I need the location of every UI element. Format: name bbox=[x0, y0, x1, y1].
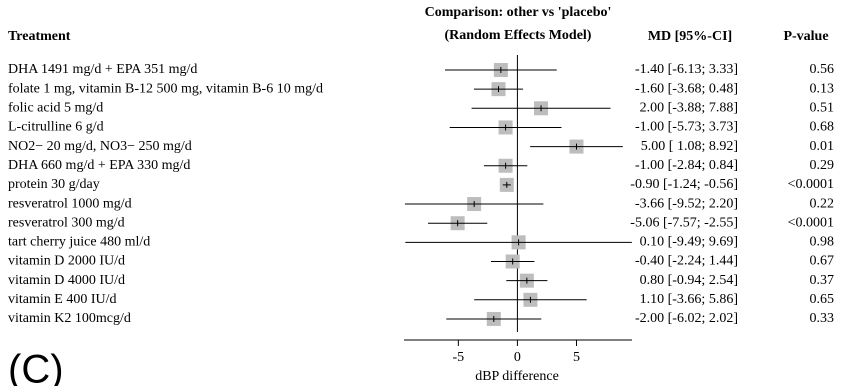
treatment-label: tart cherry juice 480 ml/d bbox=[8, 235, 150, 250]
treatment-label: protein 30 g/day bbox=[8, 177, 100, 192]
x-axis-label: dBP difference bbox=[475, 369, 559, 384]
md-ci-label: 5.00 [ 1.08; 8.92] bbox=[641, 139, 738, 154]
x-tick-label: -5 bbox=[453, 350, 465, 365]
treatment-label: folate 1 mg, vitamin B-12 500 mg, vitami… bbox=[8, 81, 323, 96]
column-header: P-value bbox=[783, 29, 828, 44]
md-ci-label: -1.60 [-3.68; 0.48] bbox=[635, 81, 738, 96]
p-value: 0.13 bbox=[810, 81, 835, 96]
p-value: 0.37 bbox=[810, 273, 835, 288]
treatment-label: resveratrol 300 mg/d bbox=[8, 215, 125, 230]
treatment-label: NO2− 20 mg/d, NO3− 250 mg/d bbox=[8, 139, 192, 154]
chart-subtitle: (Random Effects Model) bbox=[445, 28, 592, 43]
md-ci-label: 1.10 [-3.66; 5.86] bbox=[640, 292, 738, 307]
p-value: 0.98 bbox=[810, 235, 835, 250]
treatment-label: L-citrulline 6 g/d bbox=[8, 120, 104, 135]
md-ci-label: 0.80 [-0.94; 2.54] bbox=[640, 273, 738, 288]
md-ci-label: 0.10 [-9.49; 9.69] bbox=[640, 235, 738, 250]
p-value: 0.65 bbox=[810, 292, 835, 307]
md-ci-label: -5.06 [-7.57; -2.55] bbox=[630, 215, 738, 230]
column-header: Treatment bbox=[8, 29, 71, 44]
md-ci-label: -0.90 [-1.24; -0.56] bbox=[630, 177, 738, 192]
p-value: 0.33 bbox=[810, 311, 835, 326]
treatment-label: vitamin D 2000 IU/d bbox=[8, 254, 125, 269]
panel-label: (C) bbox=[8, 348, 64, 386]
treatment-label: vitamin D 4000 IU/d bbox=[8, 273, 125, 288]
treatment-label: vitamin E 400 IU/d bbox=[8, 292, 117, 307]
p-value: 0.67 bbox=[810, 254, 835, 269]
p-value: 0.29 bbox=[810, 158, 835, 173]
md-ci-label: -1.40 [-6.13; 3.33] bbox=[635, 62, 738, 77]
treatment-label: DHA 1491 mg/d + EPA 351 mg/d bbox=[8, 62, 197, 77]
md-ci-label: -3.66 [-9.52; 2.20] bbox=[635, 196, 738, 211]
column-header: MD [95%-CI] bbox=[648, 29, 732, 44]
treatment-label: folic acid 5 mg/d bbox=[8, 101, 103, 116]
treatment-label: vitamin K2 100mcg/d bbox=[8, 311, 131, 326]
p-value: 0.51 bbox=[810, 101, 835, 116]
md-ci-label: -1.00 [-2.84; 0.84] bbox=[635, 158, 738, 173]
md-ci-label: -0.40 [-2.24; 1.44] bbox=[635, 254, 738, 269]
p-value: <0.0001 bbox=[788, 215, 834, 230]
p-value: 0.01 bbox=[810, 139, 835, 154]
x-tick-label: 5 bbox=[573, 350, 580, 365]
md-ci-label: 2.00 [-3.88; 7.88] bbox=[640, 101, 738, 116]
treatment-label: DHA 660 mg/d + EPA 330 mg/d bbox=[8, 158, 190, 173]
x-tick-label: 0 bbox=[514, 350, 521, 365]
treatment-label: resveratrol 1000 mg/d bbox=[8, 196, 132, 211]
p-value: 0.22 bbox=[810, 196, 835, 211]
p-value: 0.56 bbox=[810, 62, 835, 77]
p-value: <0.0001 bbox=[788, 177, 834, 192]
chart-title: Comparison: other vs 'placebo' bbox=[425, 5, 612, 20]
md-ci-label: -2.00 [-6.02; 2.02] bbox=[635, 311, 738, 326]
md-ci-label: -1.00 [-5.73; 3.73] bbox=[635, 120, 738, 135]
p-value: 0.68 bbox=[810, 120, 835, 135]
